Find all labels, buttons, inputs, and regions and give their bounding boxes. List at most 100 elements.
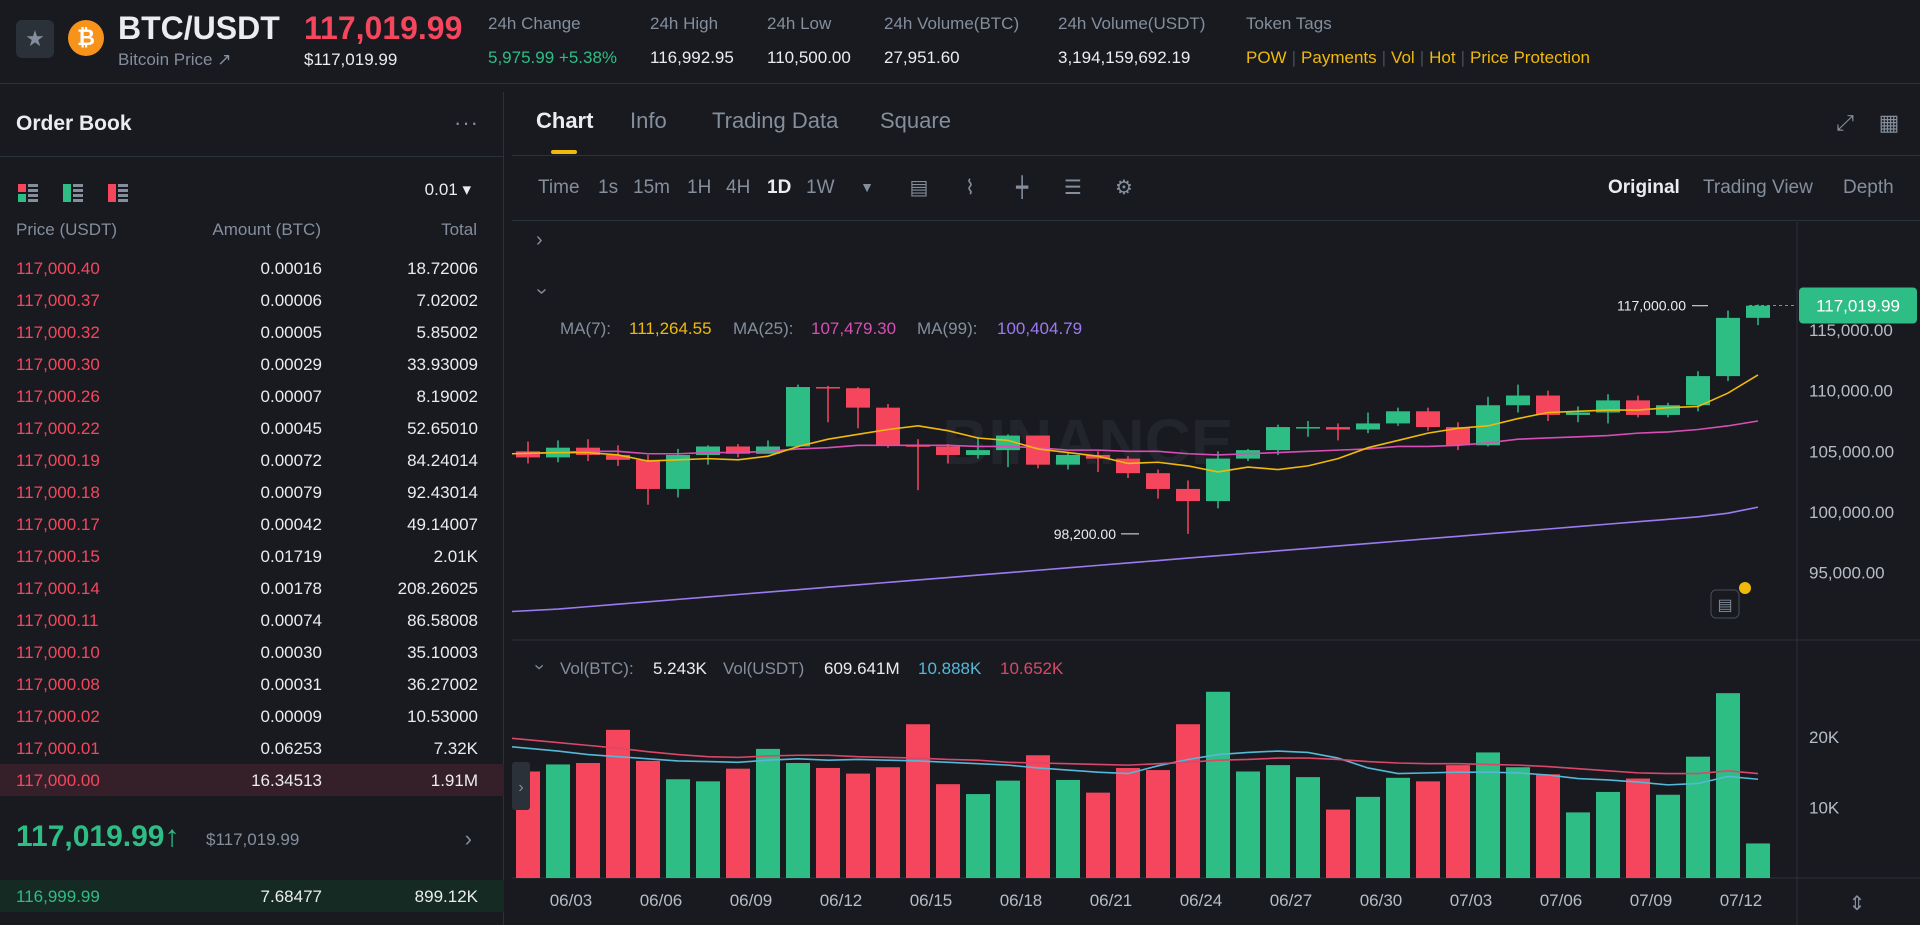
- candle-up: [696, 446, 720, 455]
- candle-down: [1326, 427, 1350, 430]
- candle-type-icon[interactable]: ┿: [1015, 177, 1029, 199]
- gear-icon[interactable]: ⚙: [1115, 177, 1133, 199]
- chevron-right-icon[interactable]: ›: [464, 826, 472, 851]
- view-original[interactable]: Original: [1608, 177, 1680, 198]
- view-trading-view[interactable]: Trading View: [1703, 177, 1813, 198]
- chart-toolbar: Time 1s 15m 1H 4H 1D 1W ▼ ▤ ⌇ ┿ ☰ ⚙ Orig…: [512, 157, 1920, 221]
- ask-row[interactable]: 117,000.26 0.00007 8.19002: [0, 380, 504, 412]
- ask-row[interactable]: 117,000.02 0.00009 10.53000: [0, 700, 504, 732]
- ask-row[interactable]: 117,000.18 0.00079 92.43014: [0, 476, 504, 508]
- time-axis-tick: 06/03: [550, 891, 593, 910]
- stat-label: 24h Low: [767, 14, 832, 33]
- book-asks-icon[interactable]: [108, 184, 128, 202]
- tick-size-select[interactable]: 0.01 ▾: [424, 180, 471, 199]
- ask-row[interactable]: 117,000.30 0.00029 33.93009: [0, 348, 504, 380]
- token-tag[interactable]: Hot: [1429, 48, 1456, 67]
- volume-bar: [1236, 771, 1260, 878]
- stat-label: 24h Volume(USDT): [1058, 14, 1206, 33]
- expand-icon[interactable]: ⤢: [1836, 110, 1854, 135]
- volume-bar: [1296, 777, 1320, 878]
- time-axis-tick: 06/18: [1000, 891, 1043, 910]
- row-price: 117,000.26: [16, 387, 100, 406]
- tab-info[interactable]: Info: [630, 108, 667, 133]
- ask-row[interactable]: 117,000.08 0.00031 36.27002: [0, 668, 504, 700]
- price-axis-tick: 115,000.00: [1809, 321, 1893, 340]
- timeframe-1h[interactable]: 1H: [687, 177, 712, 198]
- time-axis-tick: 07/12: [1720, 891, 1763, 910]
- volume-bar: [1116, 767, 1140, 878]
- volume-bar: [636, 760, 660, 878]
- row-total: 7.32K: [433, 739, 478, 758]
- ask-row[interactable]: 117,000.22 0.00045 52.65010: [0, 412, 504, 444]
- mid-price: 117,019.99↑: [16, 820, 180, 853]
- layout-icon[interactable]: ▦: [1878, 110, 1900, 135]
- price-axis-tick: 110,000.00: [1809, 382, 1893, 401]
- calendar-icon[interactable]: ▤: [909, 177, 929, 199]
- ask-row[interactable]: 117,000.00 16.34513 1.91M: [0, 764, 504, 796]
- timeframe-1d[interactable]: 1D: [767, 177, 792, 198]
- book-bids-icon[interactable]: [63, 184, 83, 202]
- row-total: 8.19002: [416, 387, 478, 406]
- token-tag[interactable]: Vol: [1391, 48, 1415, 67]
- view-depth[interactable]: Depth: [1843, 177, 1894, 198]
- candle-up: [1716, 317, 1740, 377]
- tab-square[interactable]: Square: [880, 108, 951, 133]
- ask-row[interactable]: 117,000.11 0.00074 86.58008: [0, 604, 504, 636]
- volume-bar: [666, 779, 690, 878]
- tab-trading-data[interactable]: Trading Data: [712, 108, 839, 133]
- ask-row[interactable]: 117,000.01 0.06253 7.32K: [0, 732, 504, 764]
- row-price: 117,000.08: [16, 675, 100, 694]
- candlestick-chart[interactable]: BINANCE › › MA(7): 111,264.55 MA(25): 107,479.…: [512, 222, 1920, 925]
- star-icon[interactable]: ★: [16, 20, 54, 58]
- candle-down: [636, 459, 660, 489]
- volume-bar: [906, 724, 930, 878]
- timeframe-1w[interactable]: 1W: [806, 177, 835, 198]
- volume-bar: [1356, 796, 1380, 878]
- binance-watermark: BINANCE: [942, 406, 1234, 478]
- ma99-legend-value: 100,404.79: [997, 319, 1082, 338]
- bid-row[interactable]: 116,999.99 7.68477 899.12K: [0, 880, 504, 912]
- mid-price-row[interactable]: 117,019.99↑ $117,019.99 ›: [16, 820, 496, 864]
- low-marker-label: 98,200.00: [1054, 526, 1116, 542]
- ask-row[interactable]: 117,000.32 0.00005 5.85002: [0, 316, 504, 348]
- tab-chart[interactable]: Chart: [536, 108, 594, 133]
- row-amount: 0.00007: [260, 387, 322, 406]
- volume-bar: [1176, 724, 1200, 878]
- timeframe-15m[interactable]: 15m: [633, 177, 670, 198]
- volume-bar: [1416, 781, 1440, 878]
- token-tag[interactable]: POW: [1246, 48, 1287, 67]
- book-both-icon[interactable]: [18, 184, 38, 202]
- ask-row[interactable]: 117,000.17 0.00042 49.14007: [0, 508, 504, 540]
- chevron-down-icon[interactable]: ▼: [860, 179, 874, 195]
- candle-down: [1176, 488, 1200, 502]
- ma99-line: [512, 506, 1759, 613]
- indicator-icon[interactable]: ⌇: [965, 177, 975, 199]
- volume-bar: [696, 781, 720, 878]
- ask-row[interactable]: 117,000.40 0.00016 18.72006: [0, 252, 504, 284]
- volume-axis-tick: 10K: [1809, 798, 1840, 817]
- more-options-icon[interactable]: ···: [454, 110, 479, 135]
- vol-legend-label: Vol(BTC):: [560, 659, 634, 678]
- ask-row[interactable]: 117,000.19 0.00072 84.24014: [0, 444, 504, 476]
- volume-bar: [726, 768, 750, 878]
- stat-label: 24h Volume(BTC): [884, 14, 1020, 33]
- timeframe-1s[interactable]: 1s: [598, 177, 619, 198]
- row-total: 1.91M: [430, 771, 478, 790]
- row-total: 10.53000: [407, 707, 478, 726]
- token-tag[interactable]: Payments: [1301, 48, 1377, 67]
- timeframe-time[interactable]: Time: [538, 177, 580, 198]
- ask-row[interactable]: 117,000.37 0.00006 7.02002: [0, 284, 504, 316]
- ask-row[interactable]: 117,000.15 0.01719 2.01K: [0, 540, 504, 572]
- bitcoin-price-link[interactable]: Bitcoin Price ↗: [118, 50, 232, 69]
- chart-style-icon[interactable]: ☰: [1064, 177, 1082, 199]
- ask-row[interactable]: 117,000.14 0.00178 208.26025: [0, 572, 504, 604]
- row-amount: 0.00029: [260, 355, 322, 374]
- ask-row[interactable]: 117,000.10 0.00030 35.10003: [0, 636, 504, 668]
- token-tag[interactable]: Price Protection: [1470, 48, 1590, 67]
- timeframe-4h[interactable]: 4H: [726, 177, 751, 198]
- row-amount: 0.00005: [260, 323, 322, 342]
- volume-bar: [1476, 752, 1500, 878]
- row-price: 117,000.37: [16, 291, 100, 310]
- row-amount: 7.68477: [260, 887, 322, 906]
- candle-up: [966, 450, 990, 455]
